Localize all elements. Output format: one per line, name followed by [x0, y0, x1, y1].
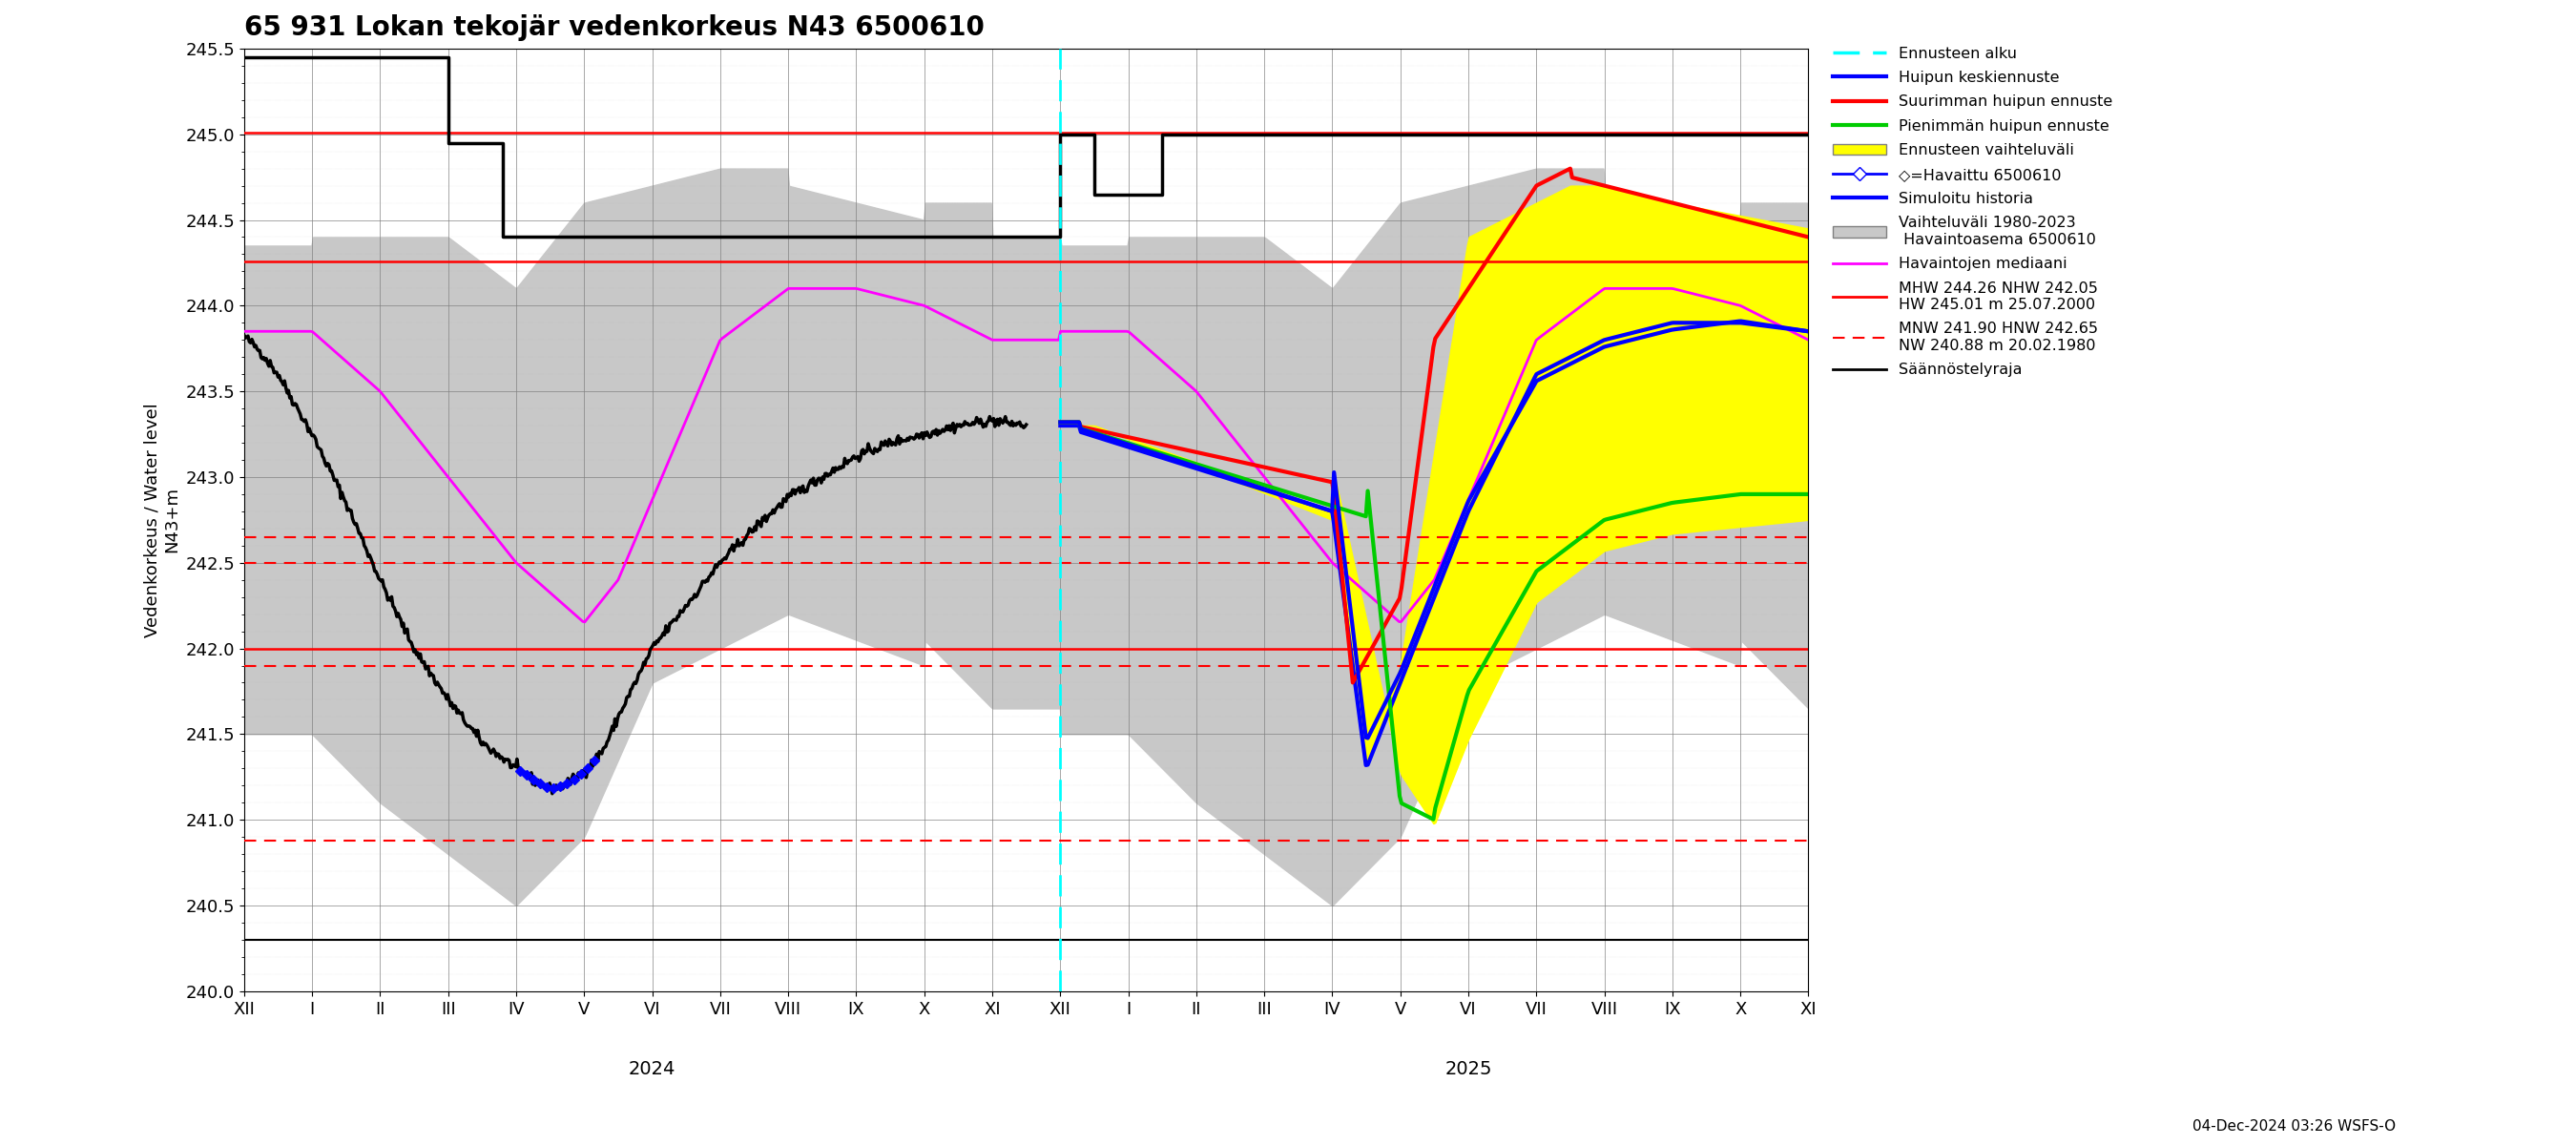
Text: 04-Dec-2024 03:26 WSFS-O: 04-Dec-2024 03:26 WSFS-O [2192, 1120, 2396, 1134]
Text: 65 931 Lokan tekojär vedenkorkeus N43 6500610: 65 931 Lokan tekojär vedenkorkeus N43 65… [245, 14, 984, 41]
Legend: Ennusteen alku, Huipun keskiennuste, Suurimman huipun ennuste, Pienimmän huipun : Ennusteen alku, Huipun keskiennuste, Suu… [1824, 38, 2123, 386]
Text: 2025: 2025 [1445, 1060, 1492, 1077]
Y-axis label: Vedenkorkeus / Water level
N43+m: Vedenkorkeus / Water level N43+m [144, 403, 180, 637]
Text: 2024: 2024 [629, 1060, 675, 1077]
